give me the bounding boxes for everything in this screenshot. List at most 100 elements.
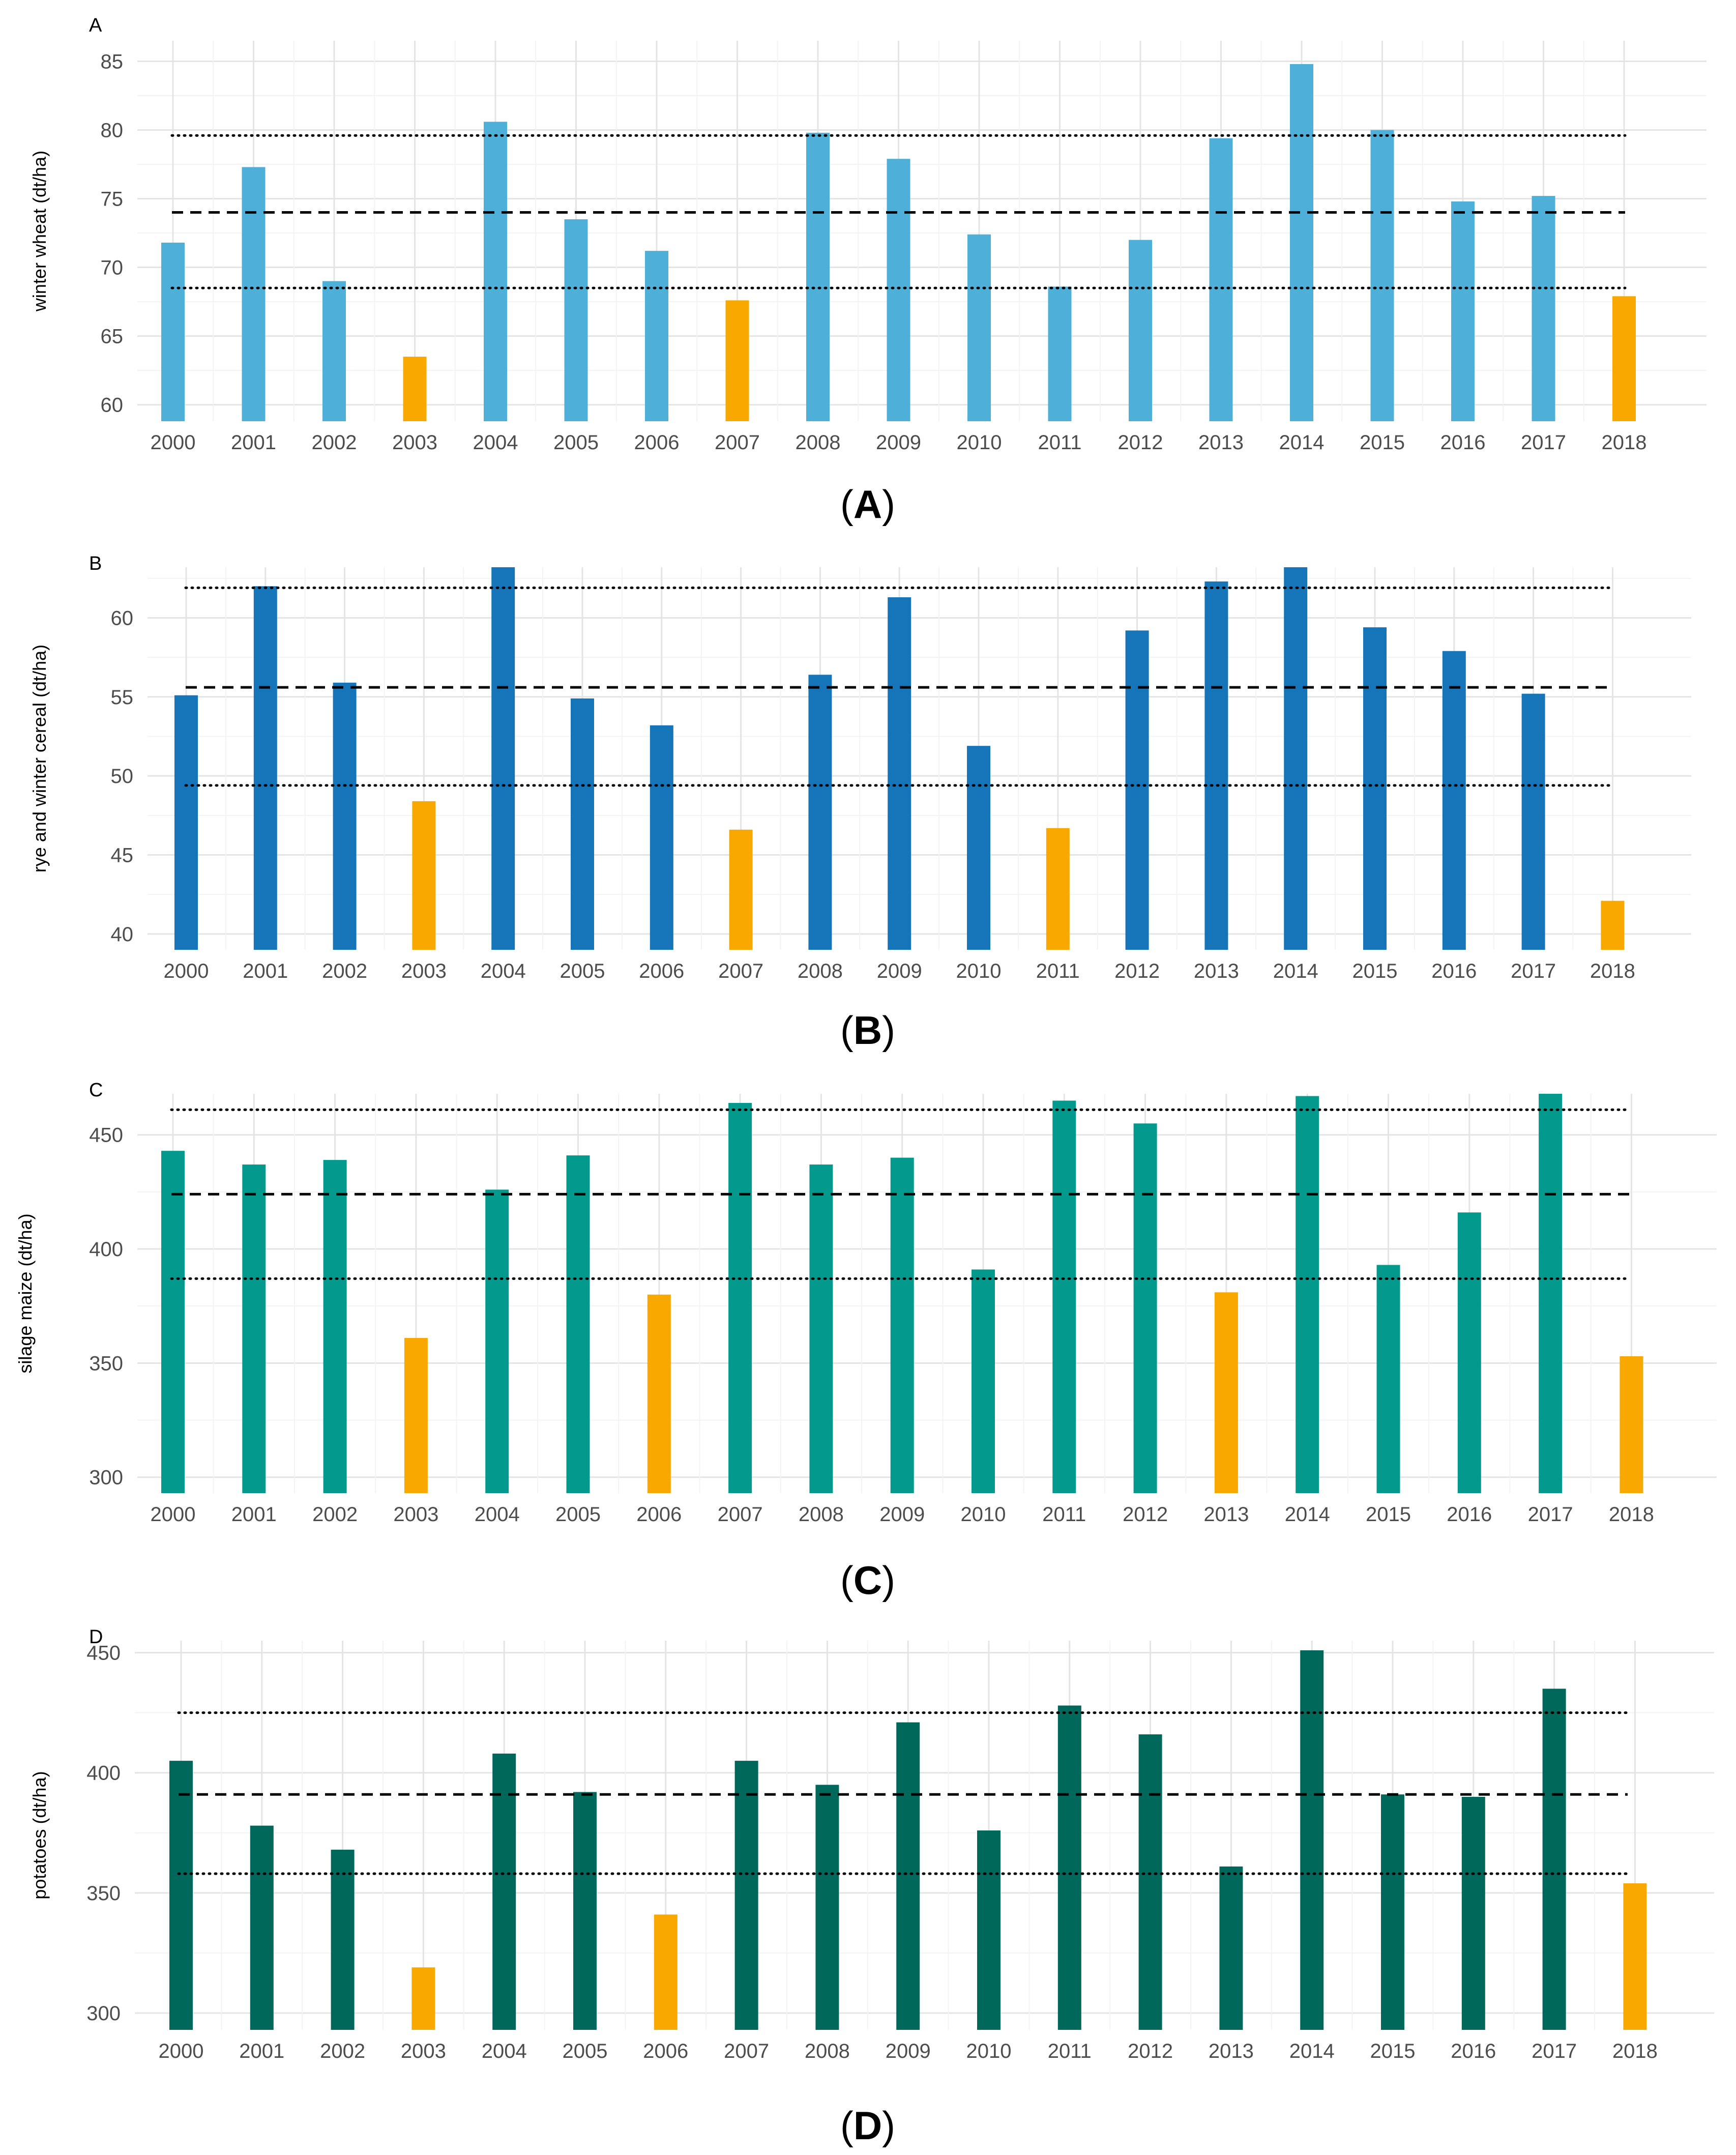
x-tick-label: 2010	[961, 1503, 1006, 1526]
bar-2001	[242, 167, 266, 421]
x-tick-label: 2012	[1123, 1503, 1168, 1526]
x-tick-label: 2015	[1360, 431, 1405, 454]
bar-2007	[729, 829, 753, 950]
plot-area	[137, 41, 1706, 421]
y-axis-label: silage maize (dt/ha)	[15, 1213, 36, 1373]
y-axis-label: winter wheat (dt/ha)	[29, 151, 50, 312]
bar-2011	[1048, 286, 1072, 421]
y-tick-label: 55	[111, 686, 134, 709]
y-tick-label: 300	[86, 2002, 121, 2025]
x-tick-label: 2014	[1273, 960, 1318, 982]
x-tick-label: 2017	[1511, 960, 1556, 982]
bar-2006	[645, 251, 668, 421]
caption-open-paren: (	[840, 1558, 854, 1603]
x-tick-label: 2006	[636, 1503, 682, 1526]
bar-2007	[734, 1761, 758, 2030]
x-tick-label: 2016	[1451, 2040, 1496, 2062]
caption-close-paren: )	[882, 1558, 895, 1603]
x-tick-label: 2008	[796, 431, 841, 454]
bar-2013	[1219, 1866, 1243, 2030]
x-tick-label: 2013	[1194, 960, 1239, 982]
x-tick-label: 2011	[1042, 1503, 1086, 1526]
x-tick-label: 2007	[715, 431, 760, 454]
bar-2013	[1214, 1292, 1238, 1493]
x-tick-label: 2007	[718, 960, 763, 982]
y-tick-label: 85	[101, 51, 124, 73]
x-tick-label: 2003	[393, 1503, 438, 1526]
bar-2002	[331, 1849, 355, 2030]
bar-2002	[322, 281, 346, 421]
bar-2008	[806, 132, 830, 421]
bar-2010	[972, 1269, 995, 1493]
bar-2013	[1209, 138, 1233, 422]
bar-2012	[1138, 1734, 1162, 2030]
x-tick-label: 2004	[475, 1503, 520, 1526]
bar-2017	[1532, 196, 1555, 421]
x-tick-label: 2013	[1209, 2040, 1254, 2062]
chart-panel-b: 40 45 50 55 60 2000 2001 2002 2003 2004 2005 2006 20…	[29, 553, 1691, 1053]
panel-caption: (B)	[840, 1008, 895, 1053]
x-tick-label: 2008	[805, 2040, 850, 2062]
x-tick-label: 2018	[1590, 960, 1635, 982]
bar-2002	[333, 682, 357, 950]
bar-2017	[1539, 1094, 1563, 1493]
bar-2018	[1623, 1883, 1647, 2030]
y-axis-label: potatoes (dt/ha)	[29, 1771, 50, 1899]
bar-2009	[887, 159, 910, 421]
x-tick-label: 2002	[322, 960, 367, 982]
bar-2000	[174, 695, 198, 950]
x-tick-label: 2016	[1431, 960, 1477, 982]
bar-2018	[1620, 1356, 1643, 1493]
bar-2003	[412, 801, 436, 950]
caption-letter: D	[854, 2103, 882, 2148]
plot-area	[135, 1641, 1714, 2030]
x-tick-label: 2003	[401, 2040, 446, 2062]
plot-area	[148, 567, 1691, 950]
caption-close-paren: )	[882, 2103, 895, 2148]
chart-panel-d: 300 350 400 450 2000 2001 2002 2003 2004 2005 2006…	[29, 1626, 1714, 2148]
chart-panel-a: 60 65 70 75 80 85 2000 2001 2002 2003 2004 2005 2006…	[29, 15, 1706, 527]
bar-2017	[1521, 693, 1545, 950]
bar-2018	[1612, 296, 1636, 421]
x-tick-label: 2009	[877, 960, 922, 982]
bar-2018	[1601, 900, 1625, 950]
x-tick-label: 2005	[555, 1503, 601, 1526]
bar-2001	[250, 1825, 274, 2030]
bar-2017	[1542, 1688, 1566, 2030]
caption-open-paren: (	[840, 2103, 854, 2148]
x-tick-label: 2011	[1038, 431, 1081, 454]
bar-2016	[1457, 1212, 1481, 1493]
x-tick-label: 2012	[1128, 2040, 1173, 2062]
bar-2000	[161, 242, 185, 421]
bar-2001	[242, 1164, 266, 1493]
x-tick-label: 2008	[799, 1503, 844, 1526]
y-tick-label: 65	[101, 326, 124, 348]
x-tick-label: 2010	[966, 2040, 1012, 2062]
y-tick-label: 450	[86, 1642, 121, 1665]
bar-2010	[967, 746, 990, 950]
bar-2015	[1370, 130, 1394, 422]
x-tick-label: 2003	[401, 960, 447, 982]
bar-2003	[411, 1967, 435, 2030]
panel-caption: (A)	[840, 482, 895, 527]
x-tick-label: 2002	[320, 2040, 365, 2062]
bar-2005	[571, 698, 594, 950]
bar-2004	[491, 567, 515, 950]
panel-letter: D	[89, 1626, 103, 1648]
x-tick-label: 2003	[392, 431, 437, 454]
bar-2002	[323, 1160, 347, 1493]
x-tick-label: 2014	[1279, 431, 1325, 454]
y-tick-label: 350	[89, 1352, 123, 1375]
bar-2014	[1296, 1096, 1319, 1493]
x-tick-label: 2014	[1285, 1503, 1330, 1526]
x-tick-label: 2016	[1440, 431, 1486, 454]
bar-2014	[1290, 64, 1313, 422]
x-tick-label: 2018	[1612, 2040, 1658, 2062]
y-tick-label: 400	[86, 1762, 121, 1785]
x-tick-label: 2002	[312, 1503, 358, 1526]
bar-2015	[1363, 627, 1387, 950]
bar-2009	[890, 1157, 914, 1493]
y-tick-label: 60	[111, 607, 134, 629]
bar-2015	[1381, 1794, 1404, 2030]
caption-open-paren: (	[840, 1008, 854, 1053]
